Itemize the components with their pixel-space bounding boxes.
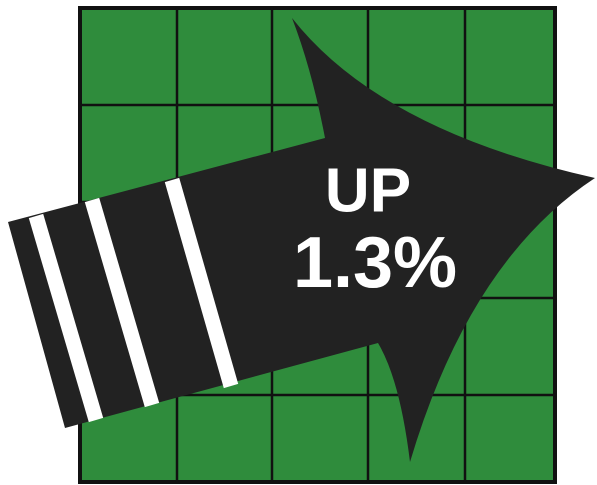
label-percent: 1.3%: [293, 223, 457, 303]
stripe: [84, 197, 160, 408]
arrow-stripes: [28, 177, 239, 423]
arrow: [8, 18, 595, 462]
stripe: [164, 177, 239, 389]
label-up: UP: [325, 156, 411, 225]
stripe: [28, 213, 104, 423]
